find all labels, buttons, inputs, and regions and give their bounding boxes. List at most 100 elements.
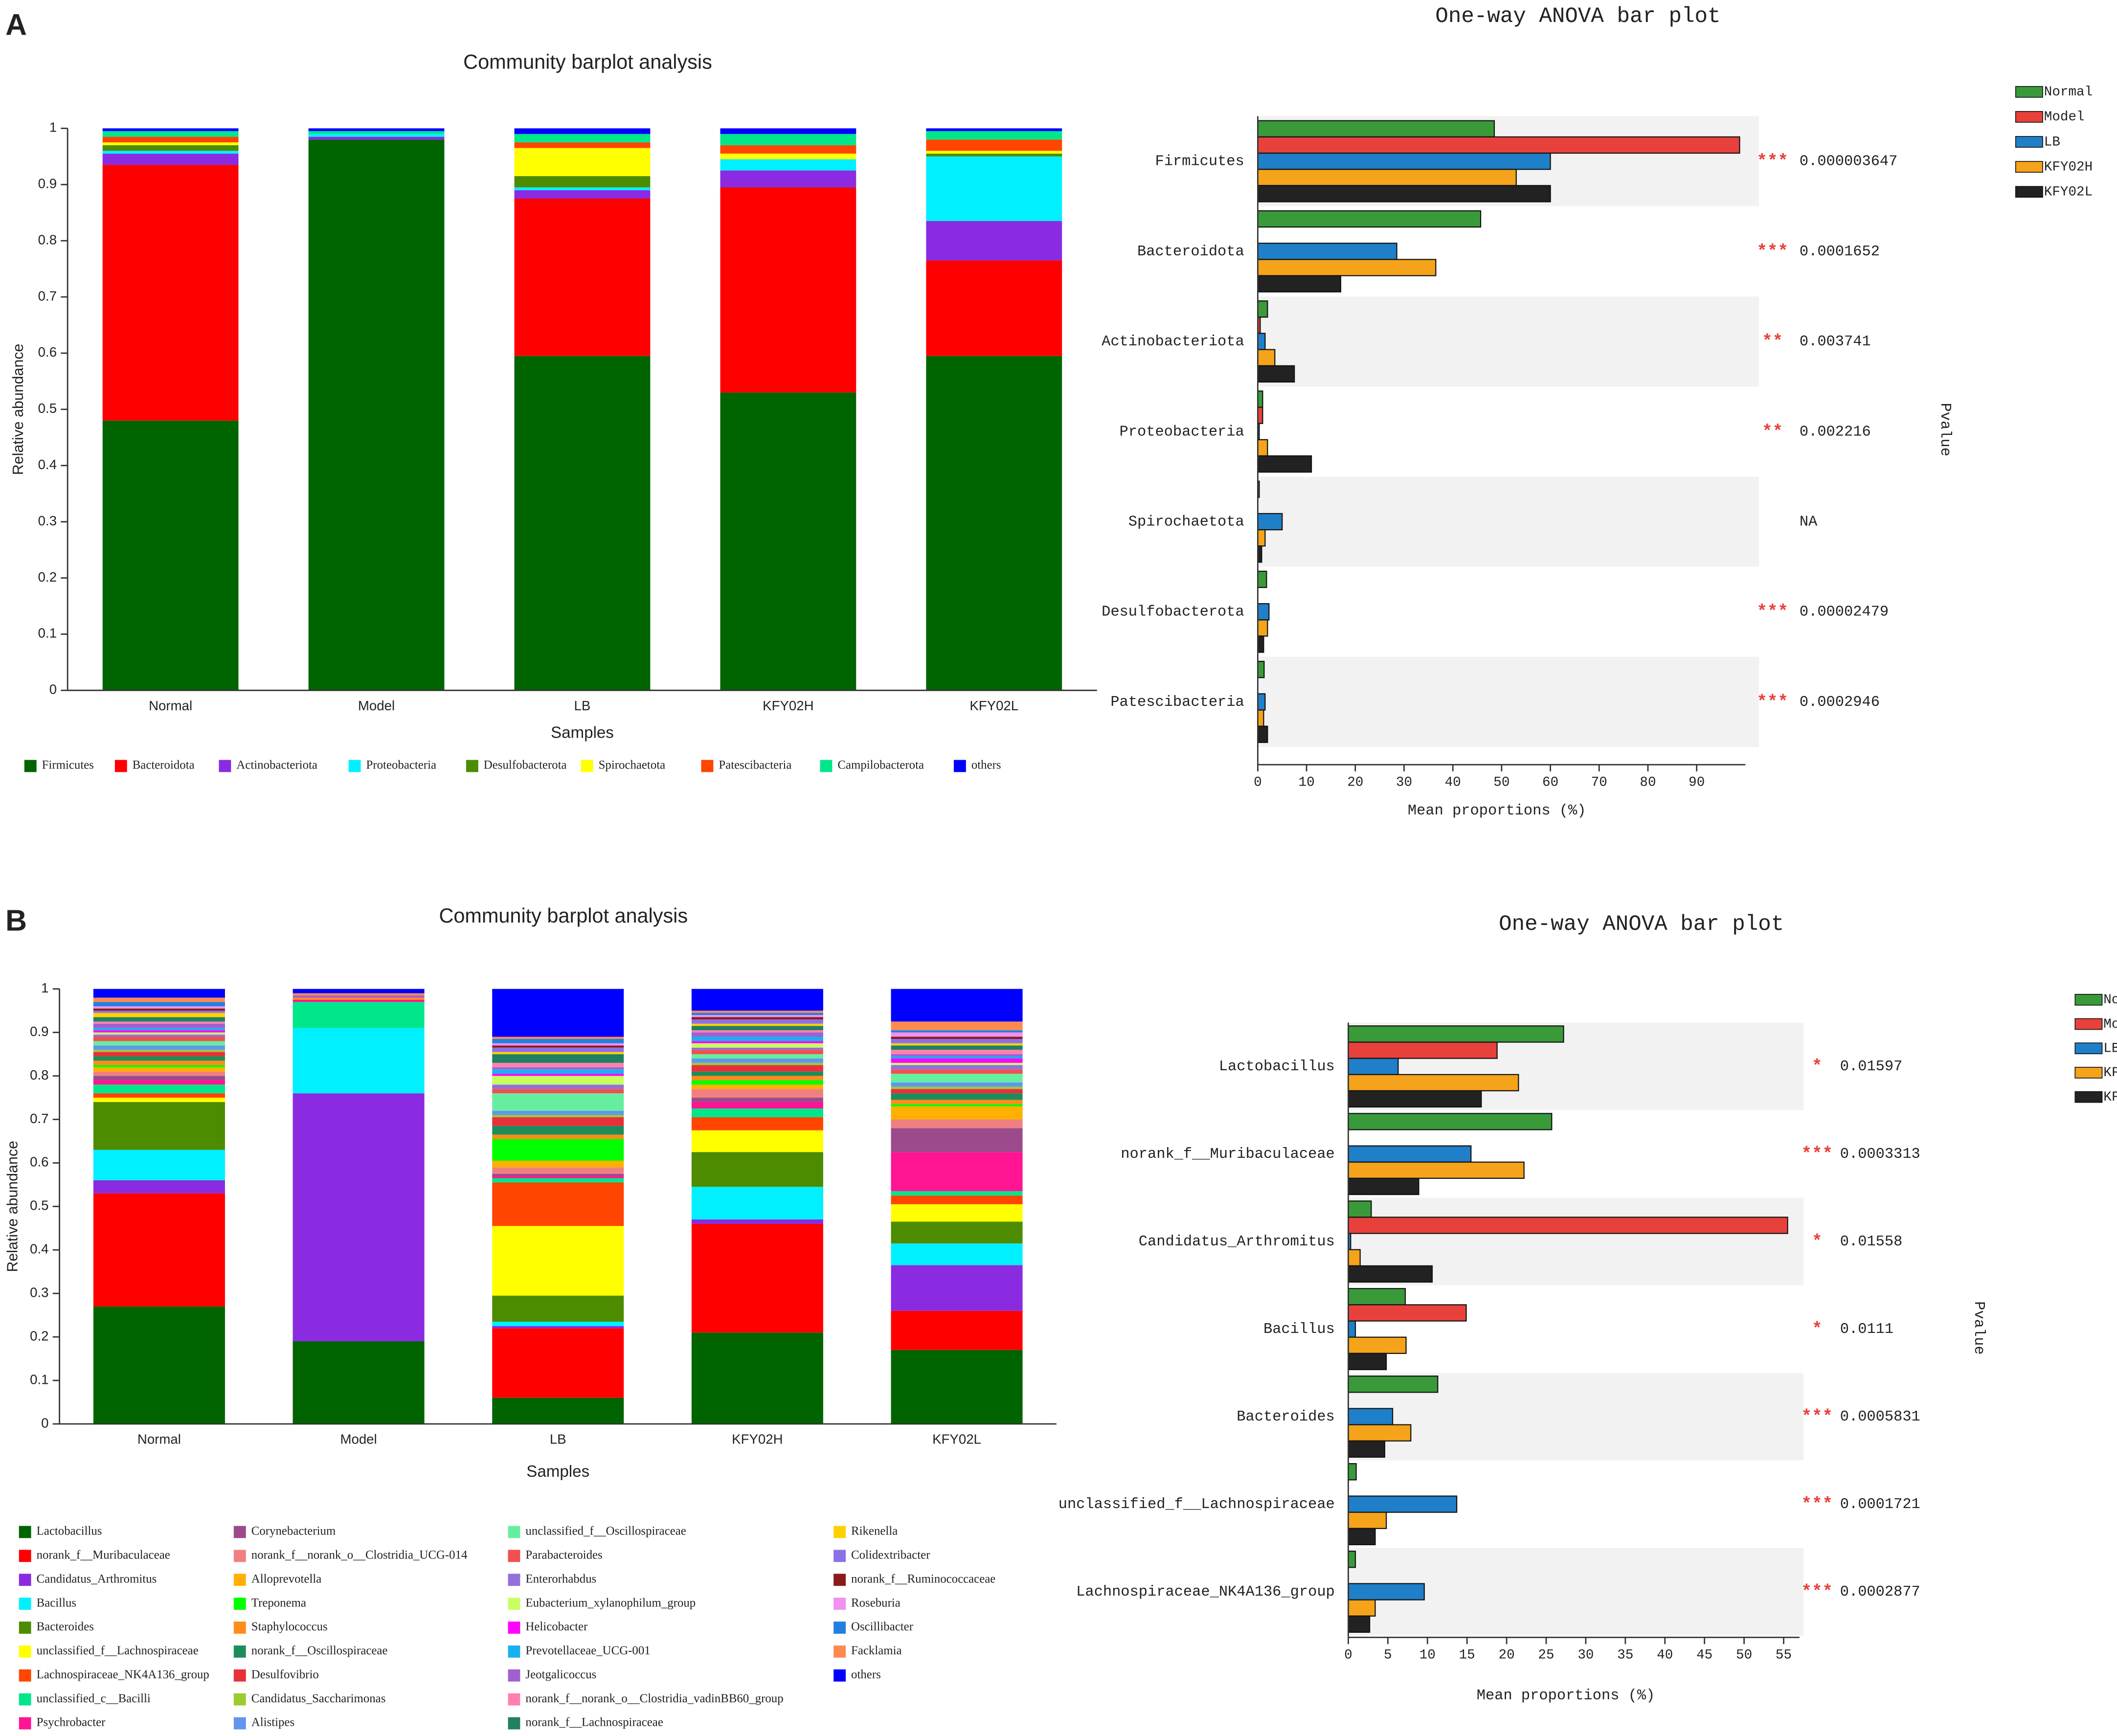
bar-segment <box>691 1102 823 1109</box>
bar-segment <box>891 1050 1023 1055</box>
bar-segment <box>102 145 239 151</box>
y-tick-label: 0.8 <box>30 1067 48 1082</box>
legend-label: KFY02L <box>2044 184 2093 200</box>
bar <box>1257 439 1268 457</box>
pvalue: 0.0002946 <box>1800 694 1880 711</box>
x-tick-label: 15 <box>1459 1648 1475 1663</box>
x-tick-label: 0 <box>1344 1648 1352 1663</box>
legend-swatch <box>19 1717 31 1730</box>
bar-segment <box>492 1134 624 1139</box>
legend-swatch <box>19 1622 31 1634</box>
legend-label: Staphylococcus <box>251 1620 328 1633</box>
legend-swatch <box>2074 1042 2103 1055</box>
bar <box>1257 349 1276 366</box>
bar <box>1257 275 1341 293</box>
bar-segment <box>891 1119 1023 1128</box>
legend-swatch <box>833 1669 846 1682</box>
y-tick-label: 0.9 <box>30 1024 48 1039</box>
bar-segment <box>891 1054 1023 1057</box>
bar-segment <box>926 139 1062 151</box>
bar-segment <box>93 1035 225 1037</box>
legend-swatch <box>2015 111 2043 123</box>
x-tick-label: KFY02L <box>969 698 1018 713</box>
y-tick-label: 0 <box>49 682 57 697</box>
legend-label: norank_f__Ruminococcaceae <box>851 1572 995 1585</box>
legend-label: Treponema <box>251 1596 306 1609</box>
bar-segment <box>93 1052 225 1057</box>
bar <box>1348 1463 1357 1481</box>
y-tick-label: 1 <box>41 980 48 995</box>
bar-segment <box>93 1193 225 1307</box>
x-tick-label: 40 <box>1445 775 1461 790</box>
bar-segment <box>691 1062 823 1065</box>
significance-stars: *** <box>1801 1494 1833 1514</box>
legend-swatch <box>24 760 37 772</box>
bar <box>1348 1528 1376 1546</box>
bar-segment <box>691 1084 823 1089</box>
bar <box>1348 1200 1372 1218</box>
bar-segment <box>691 1152 823 1187</box>
bar <box>1348 1145 1472 1163</box>
bar <box>1257 259 1437 276</box>
bar-segment <box>691 1019 823 1024</box>
bar <box>1257 120 1495 138</box>
bar-segment <box>891 1195 1023 1204</box>
bar-segment <box>93 1017 225 1022</box>
bar-segment <box>93 1084 225 1094</box>
bar-segment <box>93 1071 225 1076</box>
legend-swatch <box>2074 993 2103 1006</box>
pvalue: 0.0002877 <box>1840 1584 1920 1601</box>
bar-segment <box>720 170 856 188</box>
x-tick-label: 60 <box>1542 775 1558 790</box>
legend-label: Normal <box>2044 85 2093 100</box>
bar-segment <box>720 159 856 171</box>
legend-swatch <box>2074 1067 2103 1079</box>
y-tick-label: 0.8 <box>38 232 57 247</box>
legend-label: Normal <box>2103 992 2117 1008</box>
legend-label: Colidextribacter <box>851 1549 930 1562</box>
bar <box>1348 1041 1498 1059</box>
legend-swatch <box>508 1645 520 1658</box>
bar-segment <box>102 131 239 137</box>
bar-segment <box>293 1341 425 1424</box>
legend-label: Parabacteroides <box>525 1549 602 1562</box>
y-tick-label: 0.5 <box>30 1198 48 1213</box>
legend-label: norank_f__Muribaculaceae <box>37 1549 170 1562</box>
bar <box>1348 1615 1371 1633</box>
bar <box>1257 210 1482 228</box>
bar-segment <box>691 1187 823 1220</box>
bar <box>1348 1265 1433 1283</box>
bar-segment <box>891 1062 1023 1065</box>
legend-label: Alloprevotella <box>251 1572 322 1585</box>
legend-swatch <box>19 1574 31 1586</box>
row-band <box>1258 476 1759 567</box>
x-tick-label: Model <box>358 698 395 713</box>
legend-label: Rikenella <box>851 1525 898 1538</box>
legend-label: Bacillus <box>37 1596 76 1609</box>
bar-segment <box>691 1098 823 1102</box>
bar-segment <box>514 187 651 190</box>
x-tick-label: 45 <box>1696 1648 1712 1663</box>
bar-segment <box>492 1084 624 1089</box>
bar-segment <box>720 128 856 134</box>
x-tick-label: 20 <box>1347 775 1363 790</box>
legend-label: Bacteroidota <box>133 759 195 772</box>
legend-label: Helicobacter <box>525 1620 588 1633</box>
legend-label: Prevotellaceae_UCG-001 <box>525 1644 650 1657</box>
chart-title: One-way ANOVA bar plot <box>1435 4 1720 29</box>
legend-swatch <box>19 1526 31 1538</box>
bar-segment <box>93 1180 225 1194</box>
legend-label: KFY02L <box>2103 1090 2117 1105</box>
pvalue: NA <box>1800 514 1818 531</box>
bar-segment <box>514 142 651 148</box>
bar-segment <box>102 165 239 421</box>
bar-segment <box>514 176 651 188</box>
bar-segment <box>691 1117 823 1130</box>
bar-segment <box>492 1398 624 1424</box>
bar-segment <box>492 1043 624 1046</box>
bar-segment <box>492 1167 624 1174</box>
legend-swatch <box>508 1574 520 1586</box>
bar-segment <box>691 1032 823 1037</box>
pvalue: 0.0111 <box>1840 1321 1893 1338</box>
legend-swatch <box>19 1598 31 1610</box>
